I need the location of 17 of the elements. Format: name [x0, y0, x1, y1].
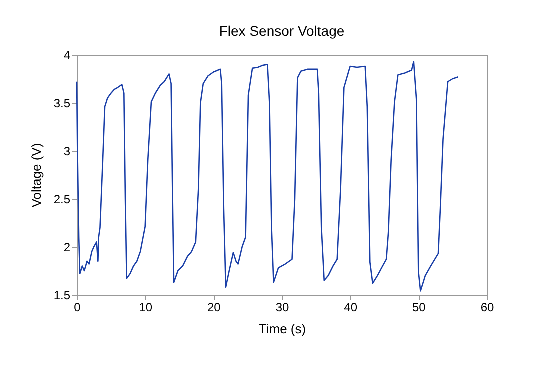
y-tick-label: 3.5	[54, 96, 71, 110]
x-tick-label: 40	[344, 300, 358, 314]
y-tick-label: 1.5	[54, 288, 71, 302]
line-series	[76, 61, 459, 292]
x-tick-label: 50	[412, 300, 426, 314]
y-tick-label: 3	[64, 144, 71, 158]
x-tick-label: 0	[74, 300, 82, 314]
y-axis-title: Voltage (V)	[28, 143, 44, 208]
x-tick-label: 30	[276, 300, 290, 314]
chart-title: Flex Sensor Voltage	[219, 23, 345, 39]
x-tick-label: 20	[207, 300, 222, 314]
x-tick-label: 60	[480, 300, 494, 314]
y-tick-label: 4	[64, 48, 71, 62]
x-axis-title: Time (s)	[258, 322, 306, 336]
x-tick-label: 10	[139, 300, 153, 314]
y-tick-label: 2	[64, 240, 71, 254]
y-tick-label: 2.5	[54, 192, 71, 206]
